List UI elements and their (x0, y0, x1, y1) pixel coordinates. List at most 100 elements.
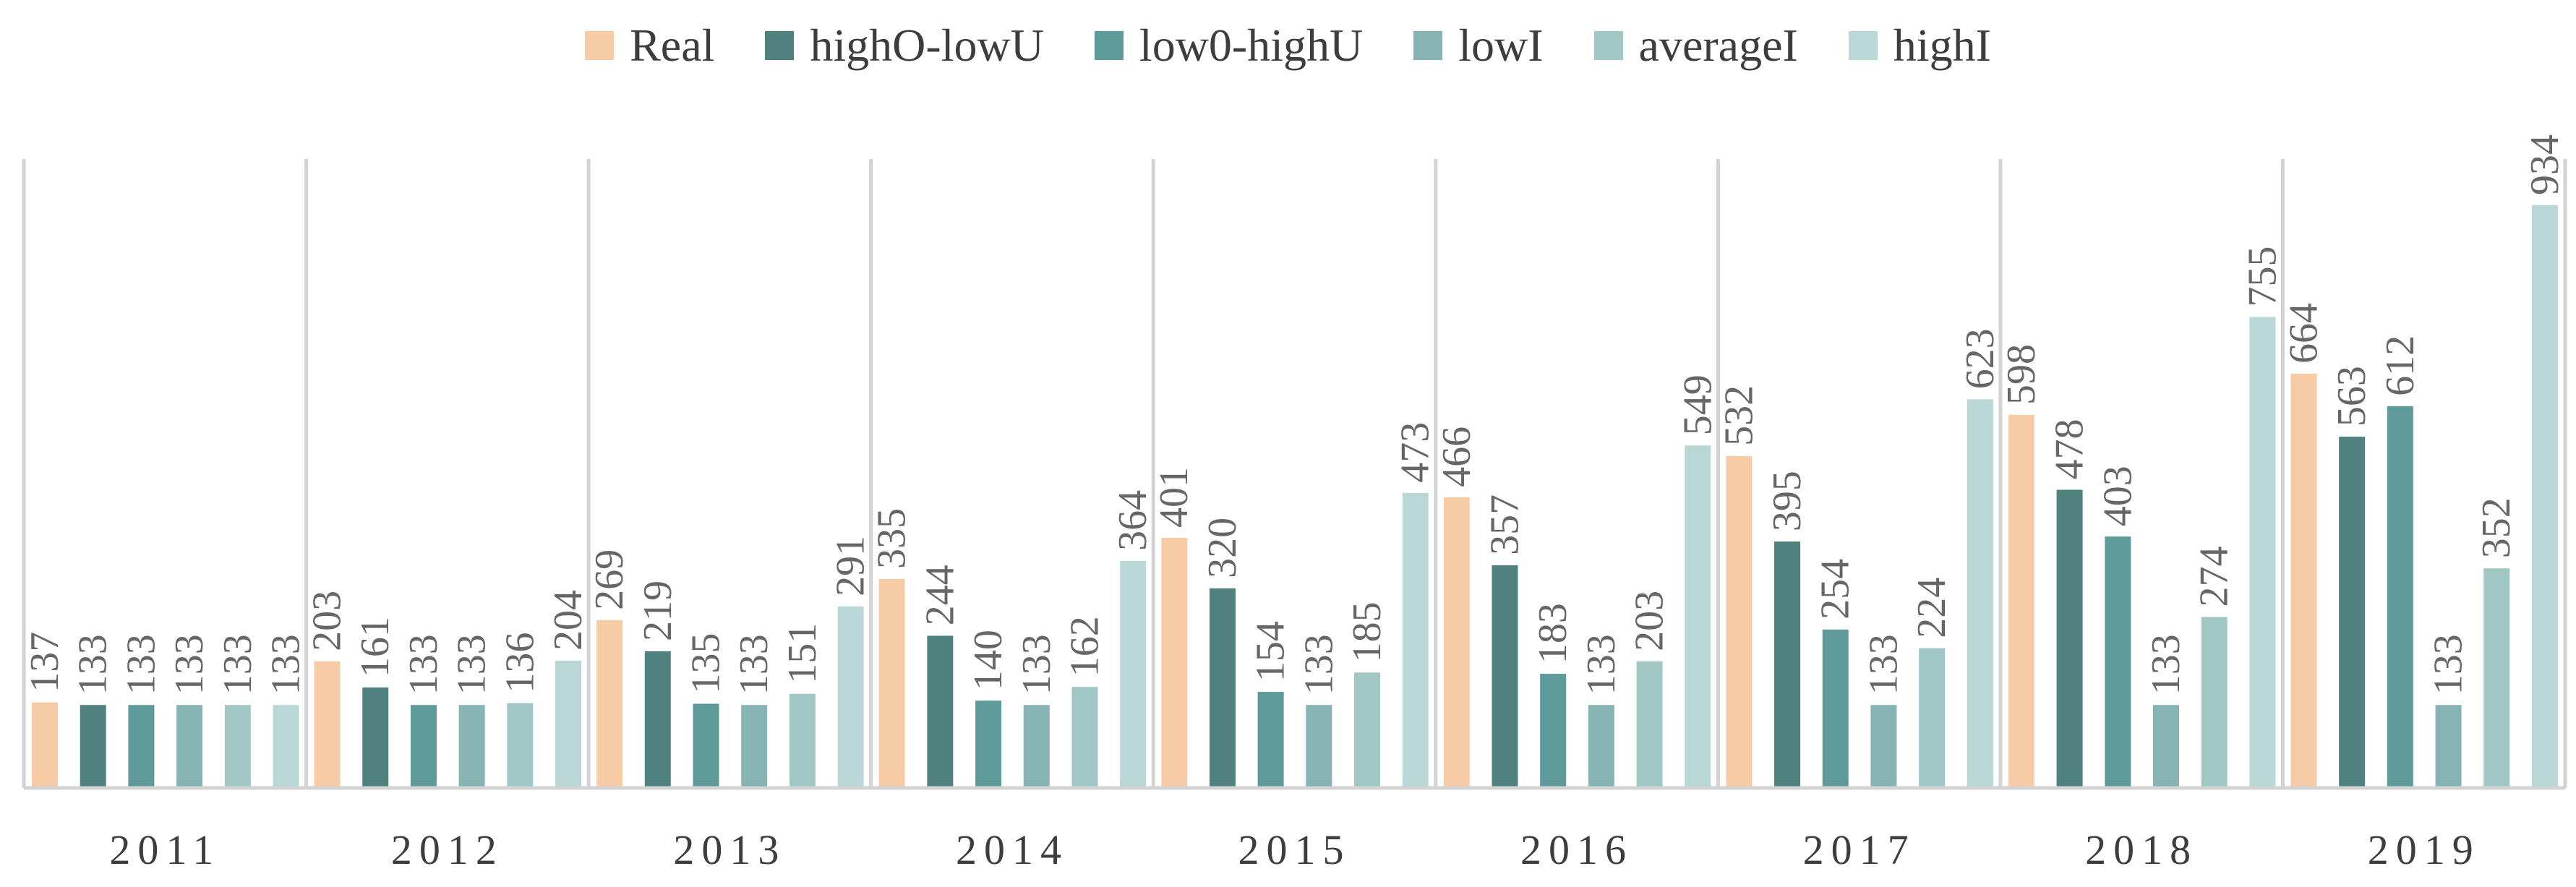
data-label: 598 (1999, 344, 2044, 405)
bar (2435, 705, 2462, 788)
legend-label: lowI (1458, 20, 1544, 71)
data-label: 183 (1531, 603, 1575, 664)
bar (1023, 705, 1050, 788)
bar (2531, 205, 2558, 788)
data-label: 357 (1482, 494, 1527, 555)
bar (2483, 568, 2510, 788)
bar (693, 703, 719, 788)
category-label: 2012 (391, 826, 504, 873)
data-label: 133 (732, 634, 776, 695)
legend-item: Real (585, 19, 714, 72)
data-label: 203 (1627, 591, 1672, 651)
data-label: 274 (2192, 547, 2237, 607)
data-label: 612 (2378, 335, 2423, 396)
data-label: 161 (353, 617, 398, 677)
category-label: 2011 (109, 826, 221, 873)
category-label: 2016 (1520, 826, 1633, 873)
data-label: 335 (870, 508, 915, 569)
bar (2290, 373, 2317, 788)
data-label: 154 (1249, 621, 1293, 682)
data-label: 254 (1813, 559, 1858, 620)
legend-swatch (1593, 31, 1623, 60)
bar (1402, 492, 1429, 788)
data-label: 133 (401, 634, 446, 695)
data-label: 352 (2474, 497, 2519, 558)
bar (975, 700, 1002, 788)
legend: Real highO-lowU low0-highU lowI averageI high… (0, 13, 2576, 78)
data-label: 664 (2281, 303, 2326, 364)
bar (1919, 648, 1946, 788)
bar (1870, 705, 1897, 788)
bar (1588, 705, 1614, 788)
data-label: 133 (1861, 634, 1906, 695)
bar (596, 620, 623, 788)
data-label: 224 (1909, 578, 1954, 638)
legend-label: Real (630, 20, 715, 71)
bar (2152, 705, 2179, 788)
bar (1492, 565, 1518, 788)
data-label: 133 (1296, 634, 1341, 695)
data-label: 549 (1675, 374, 1720, 435)
category-label: 2015 (1238, 826, 1351, 873)
legend-label: highO-lowU (810, 20, 1044, 71)
data-label: 133 (1579, 634, 1624, 695)
bar (2387, 406, 2413, 788)
data-label: 133 (167, 634, 212, 695)
legend-label: low0-highU (1139, 20, 1364, 71)
data-label: 466 (1434, 427, 1479, 487)
bar (1822, 629, 1849, 788)
bar (1161, 537, 1188, 788)
data-label: 291 (829, 536, 873, 596)
bar (2339, 437, 2366, 788)
data-label: 133 (215, 634, 260, 695)
bar (927, 635, 954, 788)
bar (458, 705, 485, 788)
data-label: 364 (1111, 490, 1155, 551)
bar (176, 705, 203, 788)
bar (1540, 674, 1567, 788)
bar (789, 693, 816, 788)
data-label: 934 (2522, 134, 2567, 195)
data-label: 403 (2095, 466, 2140, 526)
bar (1306, 705, 1332, 788)
bar (2249, 317, 2276, 788)
bar (362, 687, 389, 788)
legend-swatch (765, 31, 795, 60)
data-label: 473 (1393, 422, 1438, 483)
legend-item: highO-lowU (765, 19, 1044, 72)
legend-item: lowI (1413, 19, 1544, 72)
category-label: 2013 (673, 826, 786, 873)
data-label: 478 (2047, 419, 2092, 479)
data-label: 133 (264, 634, 309, 695)
bar (80, 705, 106, 788)
data-label: 755 (2240, 246, 2285, 307)
data-label: 219 (636, 580, 680, 641)
bar (1209, 588, 1236, 788)
data-label: 140 (966, 630, 1011, 690)
legend-swatch (1413, 31, 1443, 60)
bar (1636, 661, 1663, 788)
data-label: 162 (1062, 616, 1107, 677)
data-label: 133 (71, 634, 116, 695)
bar (1071, 687, 1098, 788)
bar (1967, 399, 1993, 788)
bar (1774, 541, 1801, 788)
bar (128, 705, 155, 788)
legend-label: highI (1893, 20, 1991, 71)
bar (273, 705, 299, 788)
data-label: 244 (917, 565, 962, 625)
data-label: 185 (1345, 601, 1390, 662)
category-label: 2019 (2368, 826, 2481, 873)
data-label: 133 (450, 634, 495, 695)
bar (2008, 414, 2034, 788)
bar (1726, 455, 1753, 788)
data-label: 133 (1014, 634, 1059, 695)
data-label: 151 (780, 623, 825, 684)
bar (837, 606, 864, 788)
data-label: 133 (2144, 634, 2188, 695)
legend-swatch (1094, 31, 1124, 60)
category-label: 2018 (2085, 826, 2198, 873)
category-label: 2014 (956, 826, 1069, 873)
